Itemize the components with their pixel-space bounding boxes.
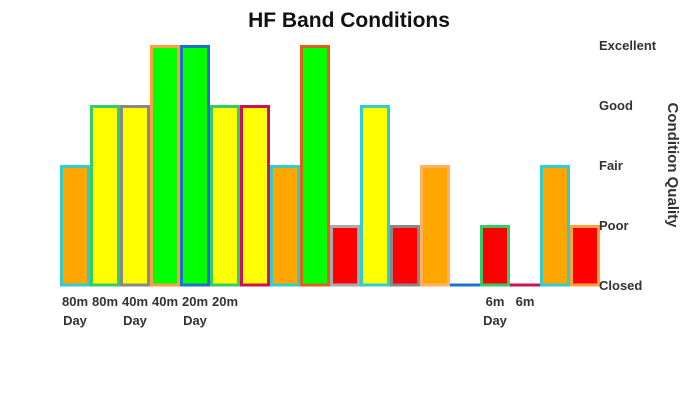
- bar: [210, 105, 240, 287]
- y-tick-labels: Closed Poor Fair Good Excellent: [599, 38, 657, 293]
- bar: [90, 105, 120, 287]
- y-tick-label: Excellent: [599, 38, 657, 53]
- bar: [330, 225, 360, 287]
- bar: [60, 165, 90, 287]
- x-tick-label: 80m Day: [62, 294, 88, 328]
- bar: [390, 225, 420, 287]
- x-tick-label: 20m: [212, 294, 238, 309]
- bar: [150, 45, 180, 287]
- y-tick-label: Good: [599, 98, 633, 113]
- bar: [420, 165, 450, 287]
- bar: [270, 165, 300, 287]
- bar: [540, 165, 570, 287]
- y-tick-label: Closed: [599, 278, 642, 293]
- bar: [240, 105, 270, 287]
- x-tick-label: 6m: [516, 294, 535, 309]
- bar: [300, 45, 330, 287]
- bars-group: [60, 45, 600, 287]
- bar: [180, 45, 210, 287]
- x-tick-label: 40m Day: [122, 294, 148, 328]
- bar: [450, 283, 480, 287]
- y-tick-label: Poor: [599, 218, 629, 233]
- y-tick-label: Fair: [599, 158, 623, 173]
- x-tick-labels: 80m Day 80m 40m Day 40m 20m Day 20m 6m Day 6m: [62, 294, 534, 328]
- y-axis-label: Condition Quality: [664, 103, 681, 229]
- chart-title: HF Band Conditions: [248, 9, 450, 32]
- bar: [510, 283, 540, 287]
- bar: [570, 225, 600, 287]
- bar: [360, 105, 390, 287]
- x-tick-label: 40m: [152, 294, 178, 309]
- bar: [120, 105, 150, 287]
- bar: [480, 225, 510, 287]
- x-tick-label: 6m Day: [483, 294, 508, 328]
- x-tick-label: 20m Day: [182, 294, 208, 328]
- x-tick-label: 80m: [92, 294, 118, 309]
